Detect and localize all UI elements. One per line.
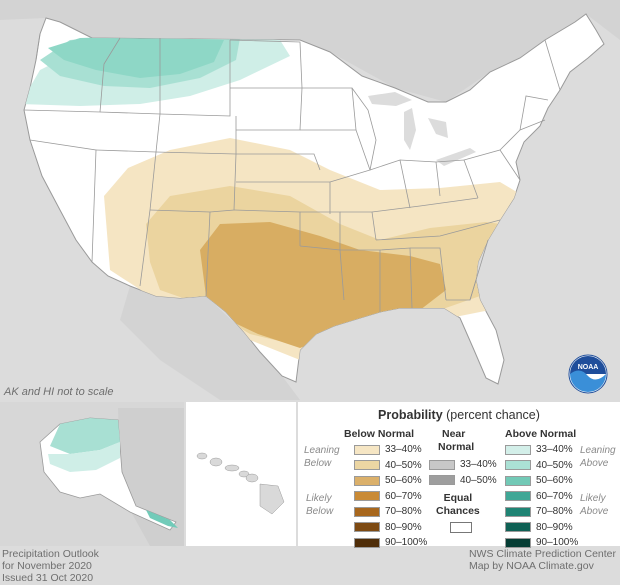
below-normal-label: 90–100%	[385, 537, 428, 548]
below-normal-row: 70–80%	[354, 505, 422, 518]
near-normal-header-2: Normal	[438, 441, 475, 453]
above-normal-label: 70–80%	[536, 506, 573, 517]
below-normal-row: 33–40%	[354, 443, 422, 456]
below-normal-swatch	[354, 475, 380, 486]
below-normal-label: 50–60%	[385, 475, 422, 486]
equal-chances-swatch	[450, 522, 472, 533]
legend-title-bold: Probability	[378, 408, 443, 422]
below-normal-label: 80–90%	[385, 521, 422, 533]
chances-word: Chances	[436, 505, 480, 517]
below-normal-swatch	[354, 444, 380, 455]
footer-left: Precipitation Outlook for November 2020 …	[2, 548, 99, 584]
likely-above-label: Likely Above	[580, 492, 608, 518]
hawaii-inset	[186, 402, 296, 546]
above-normal-label: 40–50%	[536, 459, 573, 471]
below-word-left-2: Below	[306, 506, 334, 517]
below-normal-swatch	[354, 522, 380, 532]
above-normal-row: 70–80%	[505, 505, 573, 518]
near-normal-row: 40–50%	[429, 474, 497, 487]
below-normal-label: 60–70%	[385, 490, 422, 502]
below-normal-label: 70–80%	[385, 506, 422, 517]
near-normal-swatch	[429, 475, 455, 485]
ak-above-40-50	[50, 418, 120, 454]
near-normal-row: 33–40%	[429, 458, 497, 471]
lake-michigan	[404, 108, 416, 150]
below-normal-row: 60–70%	[354, 490, 422, 503]
above-normal-label: 90–100%	[536, 537, 579, 548]
lake-superior	[368, 92, 412, 106]
footer-outlook-period: for November 2020	[2, 560, 92, 572]
near-normal-label: 33–40%	[460, 459, 497, 470]
below-normal-label: 33–40%	[385, 444, 422, 455]
above-normal-label: 50–60%	[536, 475, 573, 486]
leaning-word-right: Leaning	[580, 445, 616, 456]
above-50-60-area	[48, 36, 224, 78]
above-normal-row: 80–90%	[505, 521, 573, 534]
leaning-word-left: Leaning	[304, 445, 340, 456]
likely-word-left: Likely	[306, 493, 332, 504]
below-normal-row: 50–60%	[354, 474, 422, 487]
above-normal-swatch	[505, 475, 531, 486]
likely-word-right: Likely	[580, 493, 606, 504]
below-normal-label: 40–50%	[385, 459, 422, 471]
footer-credit: Map by NOAA Climate.gov	[468, 560, 594, 572]
conus-map: AK and HI not to scale	[0, 0, 620, 400]
above-normal-swatch	[505, 537, 531, 548]
footer-right: NWS Climate Prediction Center Map by NOA…	[469, 548, 616, 572]
above-normal-swatch	[505, 460, 531, 470]
above-normal-label: 60–70%	[536, 490, 573, 502]
below-normal-row: 80–90%	[354, 521, 422, 534]
above-normal-row: 60–70%	[505, 490, 573, 503]
equal-word: Equal	[443, 492, 473, 504]
above-normal-row: 33–40%	[505, 443, 573, 456]
legend-title-rest: (percent chance)	[446, 408, 540, 422]
mexico-land	[120, 286, 300, 400]
above-word-right-2: Above	[580, 506, 609, 517]
below-normal-header: Below Normal	[344, 428, 415, 440]
leaning-below-label: Leaning Below	[304, 444, 340, 470]
above-normal-row: 50–60%	[505, 474, 573, 487]
below-word-left: Below	[304, 458, 332, 469]
leaning-above-label: Leaning Above	[580, 444, 616, 470]
above-normal-swatch	[505, 506, 531, 517]
equal-chances-label: Equal Chances	[436, 492, 480, 518]
above-normal-header: Above Normal	[505, 428, 577, 440]
below-normal-swatch	[354, 460, 380, 470]
ak-above-50-60	[146, 510, 178, 528]
below-normal-row: 90–100%	[354, 536, 427, 549]
footer-source: NWS Climate Prediction Center	[468, 548, 616, 560]
above-normal-row: 90–100%	[505, 536, 578, 549]
alaska-inset	[0, 402, 184, 546]
lake-huron	[428, 118, 448, 138]
near-normal-swatch	[429, 459, 455, 470]
likely-below-label: Likely Below	[306, 492, 333, 518]
footer-outlook-title: Precipitation Outlook	[2, 548, 99, 560]
above-normal-swatch	[505, 522, 531, 532]
above-normal-swatch	[505, 491, 531, 501]
scale-note: AK and HI not to scale	[3, 386, 113, 398]
state-lines	[23, 33, 561, 312]
above-word-right: Above	[580, 458, 609, 469]
above-normal-swatch	[505, 444, 531, 455]
legend: Probability (percent chance) Below Norma…	[298, 402, 620, 549]
footer-issued-date: Issued 31 Oct 2020	[2, 572, 94, 584]
canada-land	[0, 0, 620, 102]
logo-text: NOAA	[578, 364, 599, 371]
below-normal-swatch	[354, 491, 380, 501]
below-normal-swatch	[354, 537, 380, 548]
below-normal-row: 40–50%	[354, 459, 422, 472]
near-normal-header-1: Near	[442, 428, 466, 440]
legend-title: Probability (percent chance)	[298, 408, 620, 422]
above-normal-row: 40–50%	[505, 459, 573, 472]
above-normal-label: 80–90%	[536, 521, 573, 533]
ak-above-33-40	[48, 442, 120, 472]
noaa-logo: NOAA	[568, 354, 608, 394]
near-normal-label: 40–50%	[460, 474, 497, 486]
below-normal-swatch	[354, 506, 380, 517]
above-normal-label: 33–40%	[536, 444, 573, 455]
